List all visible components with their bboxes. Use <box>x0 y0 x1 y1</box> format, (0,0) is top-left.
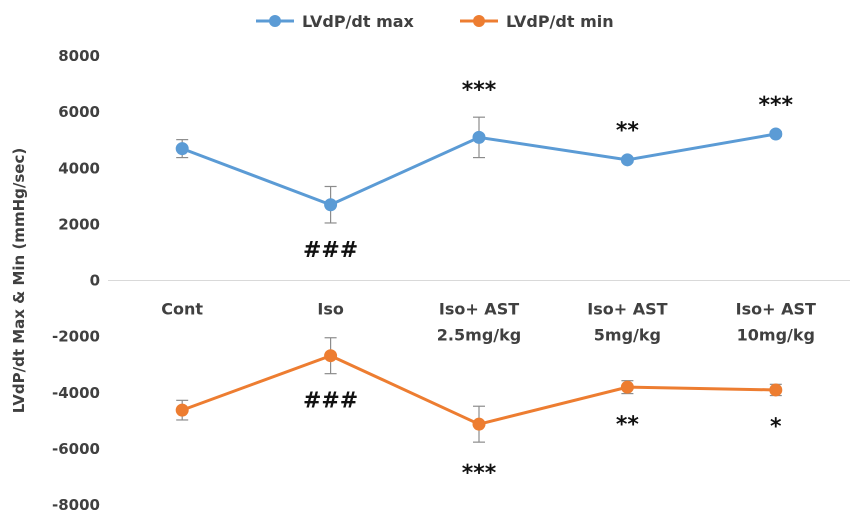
y-tick-label: 4000 <box>58 159 100 177</box>
significance-label: *** <box>462 461 497 486</box>
data-point <box>324 349 338 363</box>
data-point <box>175 142 189 156</box>
data-point <box>769 383 783 397</box>
data-point <box>769 127 783 141</box>
legend-marker <box>473 15 485 27</box>
data-point <box>472 417 486 431</box>
significance-label: * <box>770 415 782 440</box>
x-tick-label: Iso+ AST <box>736 300 816 319</box>
significance-label: *** <box>759 93 794 118</box>
legend-entry: LVdP/dt min <box>506 12 614 31</box>
data-point <box>620 153 634 167</box>
y-tick-label: -6000 <box>52 440 100 458</box>
data-point <box>175 403 189 417</box>
y-tick-label: -2000 <box>52 328 100 346</box>
y-tick-label: 0 <box>90 272 100 290</box>
significance-label: ### <box>303 238 358 263</box>
data-point <box>324 198 338 212</box>
legend-entry: LVdP/dt max <box>302 12 415 31</box>
y-tick-label: -8000 <box>52 496 100 512</box>
x-tick-label: Iso+ AST <box>587 300 667 319</box>
data-point <box>472 130 486 144</box>
significance-label: ### <box>303 389 358 414</box>
legend-marker <box>269 15 281 27</box>
y-tick-label: 6000 <box>58 103 100 121</box>
x-tick-label: 5mg/kg <box>594 326 661 345</box>
x-tick-label: 2.5mg/kg <box>437 326 521 345</box>
x-tick-label: 10mg/kg <box>737 326 815 345</box>
y-tick-label: 2000 <box>58 215 100 233</box>
x-tick-label: Iso <box>317 300 343 319</box>
x-tick-label: Iso+ AST <box>439 300 519 319</box>
significance-label: *** <box>462 78 497 103</box>
significance-label: ** <box>616 119 640 144</box>
y-tick-label: -4000 <box>52 384 100 402</box>
y-axis-label: LVdP/dt Max & Min (mmHg/sec) <box>10 148 28 413</box>
data-point <box>620 380 634 394</box>
y-tick-label: 8000 <box>58 47 100 65</box>
significance-label: ** <box>616 413 640 438</box>
x-tick-label: Cont <box>161 300 203 319</box>
